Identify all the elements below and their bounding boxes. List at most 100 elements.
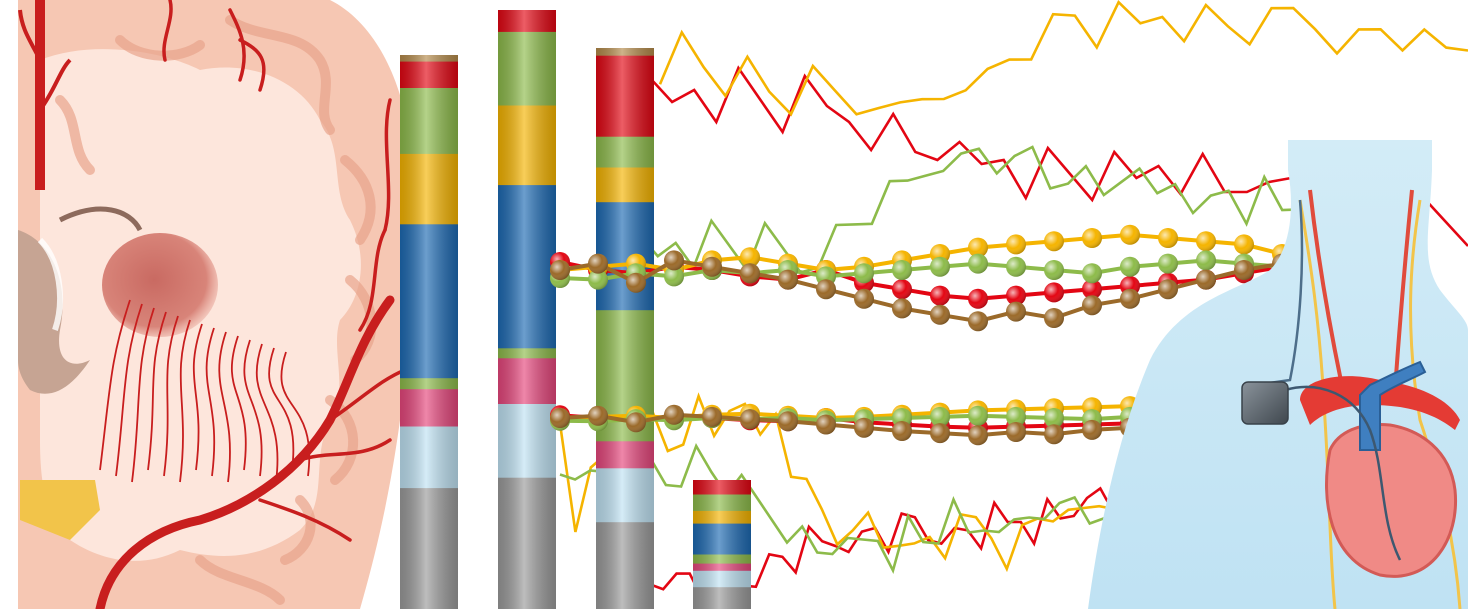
bead-shade-brown-0-16	[1158, 279, 1178, 300]
bead-shade-orange-0-5	[740, 247, 760, 268]
bead-shade-green-0-17	[1196, 250, 1216, 271]
bead-shade-red-0-13	[1044, 282, 1064, 303]
perforator-9	[230, 335, 247, 471]
bead-shade-brown-1-6	[778, 411, 798, 432]
bead-shade-green-0-8	[854, 263, 874, 284]
heart	[1325, 422, 1458, 578]
bead-shade-brown-0-9	[892, 298, 912, 319]
ventricle-left	[18, 230, 90, 394]
bar-2-shading	[596, 48, 654, 609]
vena-cava	[1359, 360, 1427, 451]
bar-0-shading	[400, 55, 458, 609]
gyrus-0	[225, 15, 335, 135]
bead-shade-green-0-14	[1082, 263, 1102, 284]
bead-shade-brown-0-12	[1006, 301, 1026, 322]
torso-heart-illustration	[1088, 140, 1468, 609]
perforator-1	[115, 303, 143, 477]
perforator-7	[205, 327, 216, 477]
stacked-bars	[400, 10, 751, 609]
brain-illustration	[18, 0, 416, 609]
bar-2	[596, 48, 654, 609]
gyrus-6	[115, 35, 205, 61]
carotid-right	[1393, 189, 1414, 391]
trace-orange-0	[658, 0, 1468, 117]
caudate-outline	[58, 206, 143, 232]
bead-shade-green-1-10	[930, 406, 950, 427]
bead-shade-green-0-12	[1006, 256, 1026, 277]
bead-shade-brown-1-8	[854, 417, 874, 438]
bead-shade-orange-0-16	[1158, 228, 1178, 248]
bead-shade-green-1-13	[1044, 408, 1064, 428]
gyrus-1	[340, 155, 376, 245]
artery-branch-4	[383, 98, 392, 232]
perforator-3	[147, 311, 167, 471]
bead-shade-brown-0-8	[854, 288, 874, 309]
optic-tract	[20, 480, 100, 540]
middle-cerebral-artery	[95, 295, 395, 609]
perforator-13	[280, 351, 311, 477]
bar-3	[693, 480, 751, 609]
bead-shade-brown-1-9	[892, 421, 912, 441]
perforator-5	[179, 319, 191, 483]
perforator-8	[218, 331, 231, 483]
perforator-2	[131, 307, 155, 483]
bead-shade-brown-1-5	[740, 409, 760, 430]
bead-shade-orange-0-18	[1234, 234, 1254, 255]
bead-shade-brown-0-3	[664, 250, 684, 271]
bar-1-shading	[498, 10, 556, 609]
lesion	[102, 233, 218, 337]
lead-heart	[1284, 385, 1402, 561]
perforator-10	[243, 339, 263, 477]
bead-shade-brown-0-15	[1120, 288, 1140, 309]
nerve-left	[1298, 199, 1337, 609]
bead-shade-orange-0-14	[1082, 228, 1102, 248]
gyrus-4	[280, 495, 316, 565]
bar-1	[498, 10, 556, 609]
bead-shade-orange-0-13	[1044, 231, 1064, 252]
bead-shade-green-0-3	[664, 266, 684, 287]
midline-branches	[18, 9, 72, 112]
artery-branch-5	[162, 0, 266, 92]
bead-shade-brown-1-14	[1082, 419, 1102, 440]
bead-shade-brown-0-17	[1196, 269, 1216, 290]
bead-shade-orange-0-15	[1120, 224, 1140, 245]
artery-branch-1	[298, 438, 392, 462]
bead-shade-brown-0-14	[1082, 295, 1102, 316]
bead-shade-red-0-9	[892, 279, 912, 300]
bead-shade-brown-1-10	[930, 423, 950, 444]
bead-shade-green-0-15	[1120, 256, 1140, 277]
bead-shade-brown-1-11	[968, 425, 988, 446]
bead-shade-green-1-12	[1006, 406, 1026, 427]
nerve-right	[1409, 199, 1462, 609]
bead-shade-green-0-1	[588, 269, 608, 290]
bead-shade-green-0-11	[968, 253, 988, 274]
bead-shade-brown-1-7	[816, 414, 836, 435]
bead-shade-brown-1-0	[550, 408, 570, 428]
pacemaker-device	[1241, 381, 1289, 425]
bead-shade-green-0-13	[1044, 260, 1064, 280]
bead-shade-brown-1-4	[702, 406, 722, 427]
bead-shade-brown-0-2	[626, 272, 646, 293]
bead-shade-brown-0-18	[1234, 260, 1254, 280]
bead-shade-brown-0-10	[930, 304, 950, 325]
bead-shade-brown-0-4	[702, 256, 722, 277]
artery-branch-0	[328, 368, 407, 422]
bead-shade-orange-0-17	[1196, 231, 1216, 252]
bead-shade-red-0-10	[930, 285, 950, 306]
lead-upper	[1254, 199, 1304, 387]
bead-shade-orange-0-11	[968, 237, 988, 258]
bead-shade-brown-0-7	[816, 279, 836, 300]
bead-shade-brown-0-6	[778, 269, 798, 290]
bead-shade-brown-1-12	[1006, 422, 1026, 442]
bead-shade-green-0-9	[892, 260, 912, 280]
bead-shade-green-0-16	[1158, 253, 1178, 274]
artery-branch-3	[358, 228, 387, 332]
bead-shade-brown-0-5	[740, 263, 760, 284]
bead-shade-brown-1-13	[1044, 424, 1064, 445]
ventricle-highlight	[37, 237, 63, 331]
bead-shade-red-0-11	[968, 288, 988, 309]
bar-0	[400, 55, 458, 609]
bead-shade-brown-1-3	[664, 404, 684, 425]
bead-shade-green-1-11	[968, 405, 988, 426]
